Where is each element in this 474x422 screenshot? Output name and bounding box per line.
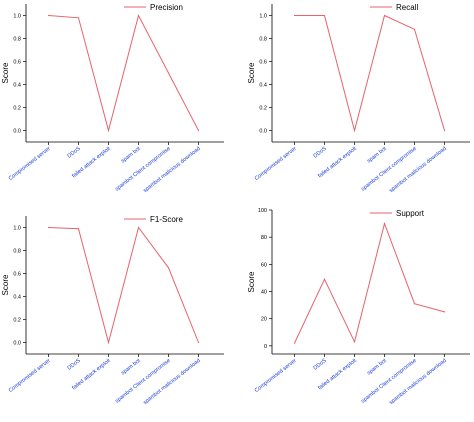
chart-panel-2: 0.0 0.2 0.4 0.6 0.8 1.0 Score Compromised serve… [247,3,470,194]
legend-label: F1-Score [150,215,183,224]
data-point [413,303,416,305]
x-category-label: spambot malicious download [388,358,447,406]
data-point [443,129,446,132]
x-category-label: spam bot [120,146,142,165]
y-tick-label: 20 [261,317,267,323]
y-tick-label: 0 [264,344,267,350]
y-tick-label: 0.8 [13,37,21,43]
x-category-label: Compromised server [254,358,298,394]
chart-panel-1: 0.0 0.2 0.4 0.6 0.8 1.0 Score Compromised serve… [1,3,224,194]
y-tick-label: 0.8 [13,249,21,255]
x-category-label: DDoS [66,146,82,160]
data-point [413,28,416,30]
data-point [323,278,326,280]
x-category-label: spambot malicious download [142,358,201,406]
x-category-label: Compromised server [8,146,52,182]
y-tick-label: 0.6 [13,272,21,278]
y-tick-label: 0.4 [13,295,21,301]
x-category-label: spambot Client compromise [360,358,417,405]
x-category-label: DDoS [312,358,328,372]
data-point [197,341,200,344]
x-category-label: spambot Client compromise [114,146,171,193]
y-tick-label: 0.6 [13,60,21,66]
x-category-label: DDoS [66,358,82,372]
x-category-label: DDoS [312,146,328,160]
series-line-support [294,221,445,344]
data-point [137,14,140,17]
data-point [443,311,446,313]
y-tick-label: 0.6 [259,60,267,66]
y-tick-label: 0.2 [13,106,21,112]
x-category-label: spambot malicious download [142,146,201,194]
legend-label: Support [396,209,425,218]
legend-label: Recall [396,3,418,12]
y-axis-title: Score [1,62,10,83]
y-tick-label: 0.0 [13,129,21,135]
data-point [47,226,50,229]
legend-label: Precision [150,3,183,12]
x-category-label: Compromised server [254,146,298,182]
data-point [293,14,296,17]
data-point [77,17,80,19]
data-point [197,129,200,132]
data-point [107,341,110,344]
y-tick-label: 0.4 [259,83,267,89]
series-line-precision [48,14,199,133]
y-tick-label: 60 [261,262,267,268]
y-tick-label: 1.0 [13,226,21,232]
y-tick-label: 40 [261,290,267,296]
x-category-label: spambot Client compromise [114,358,171,405]
data-point [107,129,110,132]
y-axis-title: Score [247,271,256,292]
y-tick-label: 1.0 [13,14,21,20]
y-tick-label: 0.8 [259,37,267,43]
data-point [383,14,386,17]
series-line-f1-score [48,226,199,345]
data-point [293,342,296,344]
y-tick-label: 0.0 [259,129,267,135]
data-point [167,72,170,74]
y-tick-label: 100 [258,208,267,214]
data-point [353,129,356,132]
x-category-label: spam bot [120,358,142,377]
chart-panel-3: 0.0 0.2 0.4 0.6 0.8 1.0 Score Compromised serve… [1,215,224,406]
data-point [167,267,170,269]
x-category-label: spam bot [366,146,388,165]
x-category-label: Compromised server [8,358,52,394]
y-tick-label: 0.0 [13,341,21,347]
x-category-label: spambot malicious download [388,146,447,194]
x-category-label: spam bot [366,358,388,377]
y-axis-title: Score [247,62,256,83]
series-line-recall [294,14,445,133]
data-point [47,14,50,17]
y-tick-label: 0.4 [13,83,21,89]
y-tick-label: 1.0 [259,14,267,20]
data-point [137,226,140,229]
x-category-label: spambot Client compromise [360,146,417,193]
data-point [383,222,386,225]
y-tick-label: 0.2 [13,318,21,324]
y-tick-label: 80 [261,235,267,241]
data-point [323,14,326,17]
y-tick-label: 0.2 [259,106,267,112]
data-point [353,341,356,343]
y-axis-title: Score [1,274,10,295]
data-point [77,228,80,230]
